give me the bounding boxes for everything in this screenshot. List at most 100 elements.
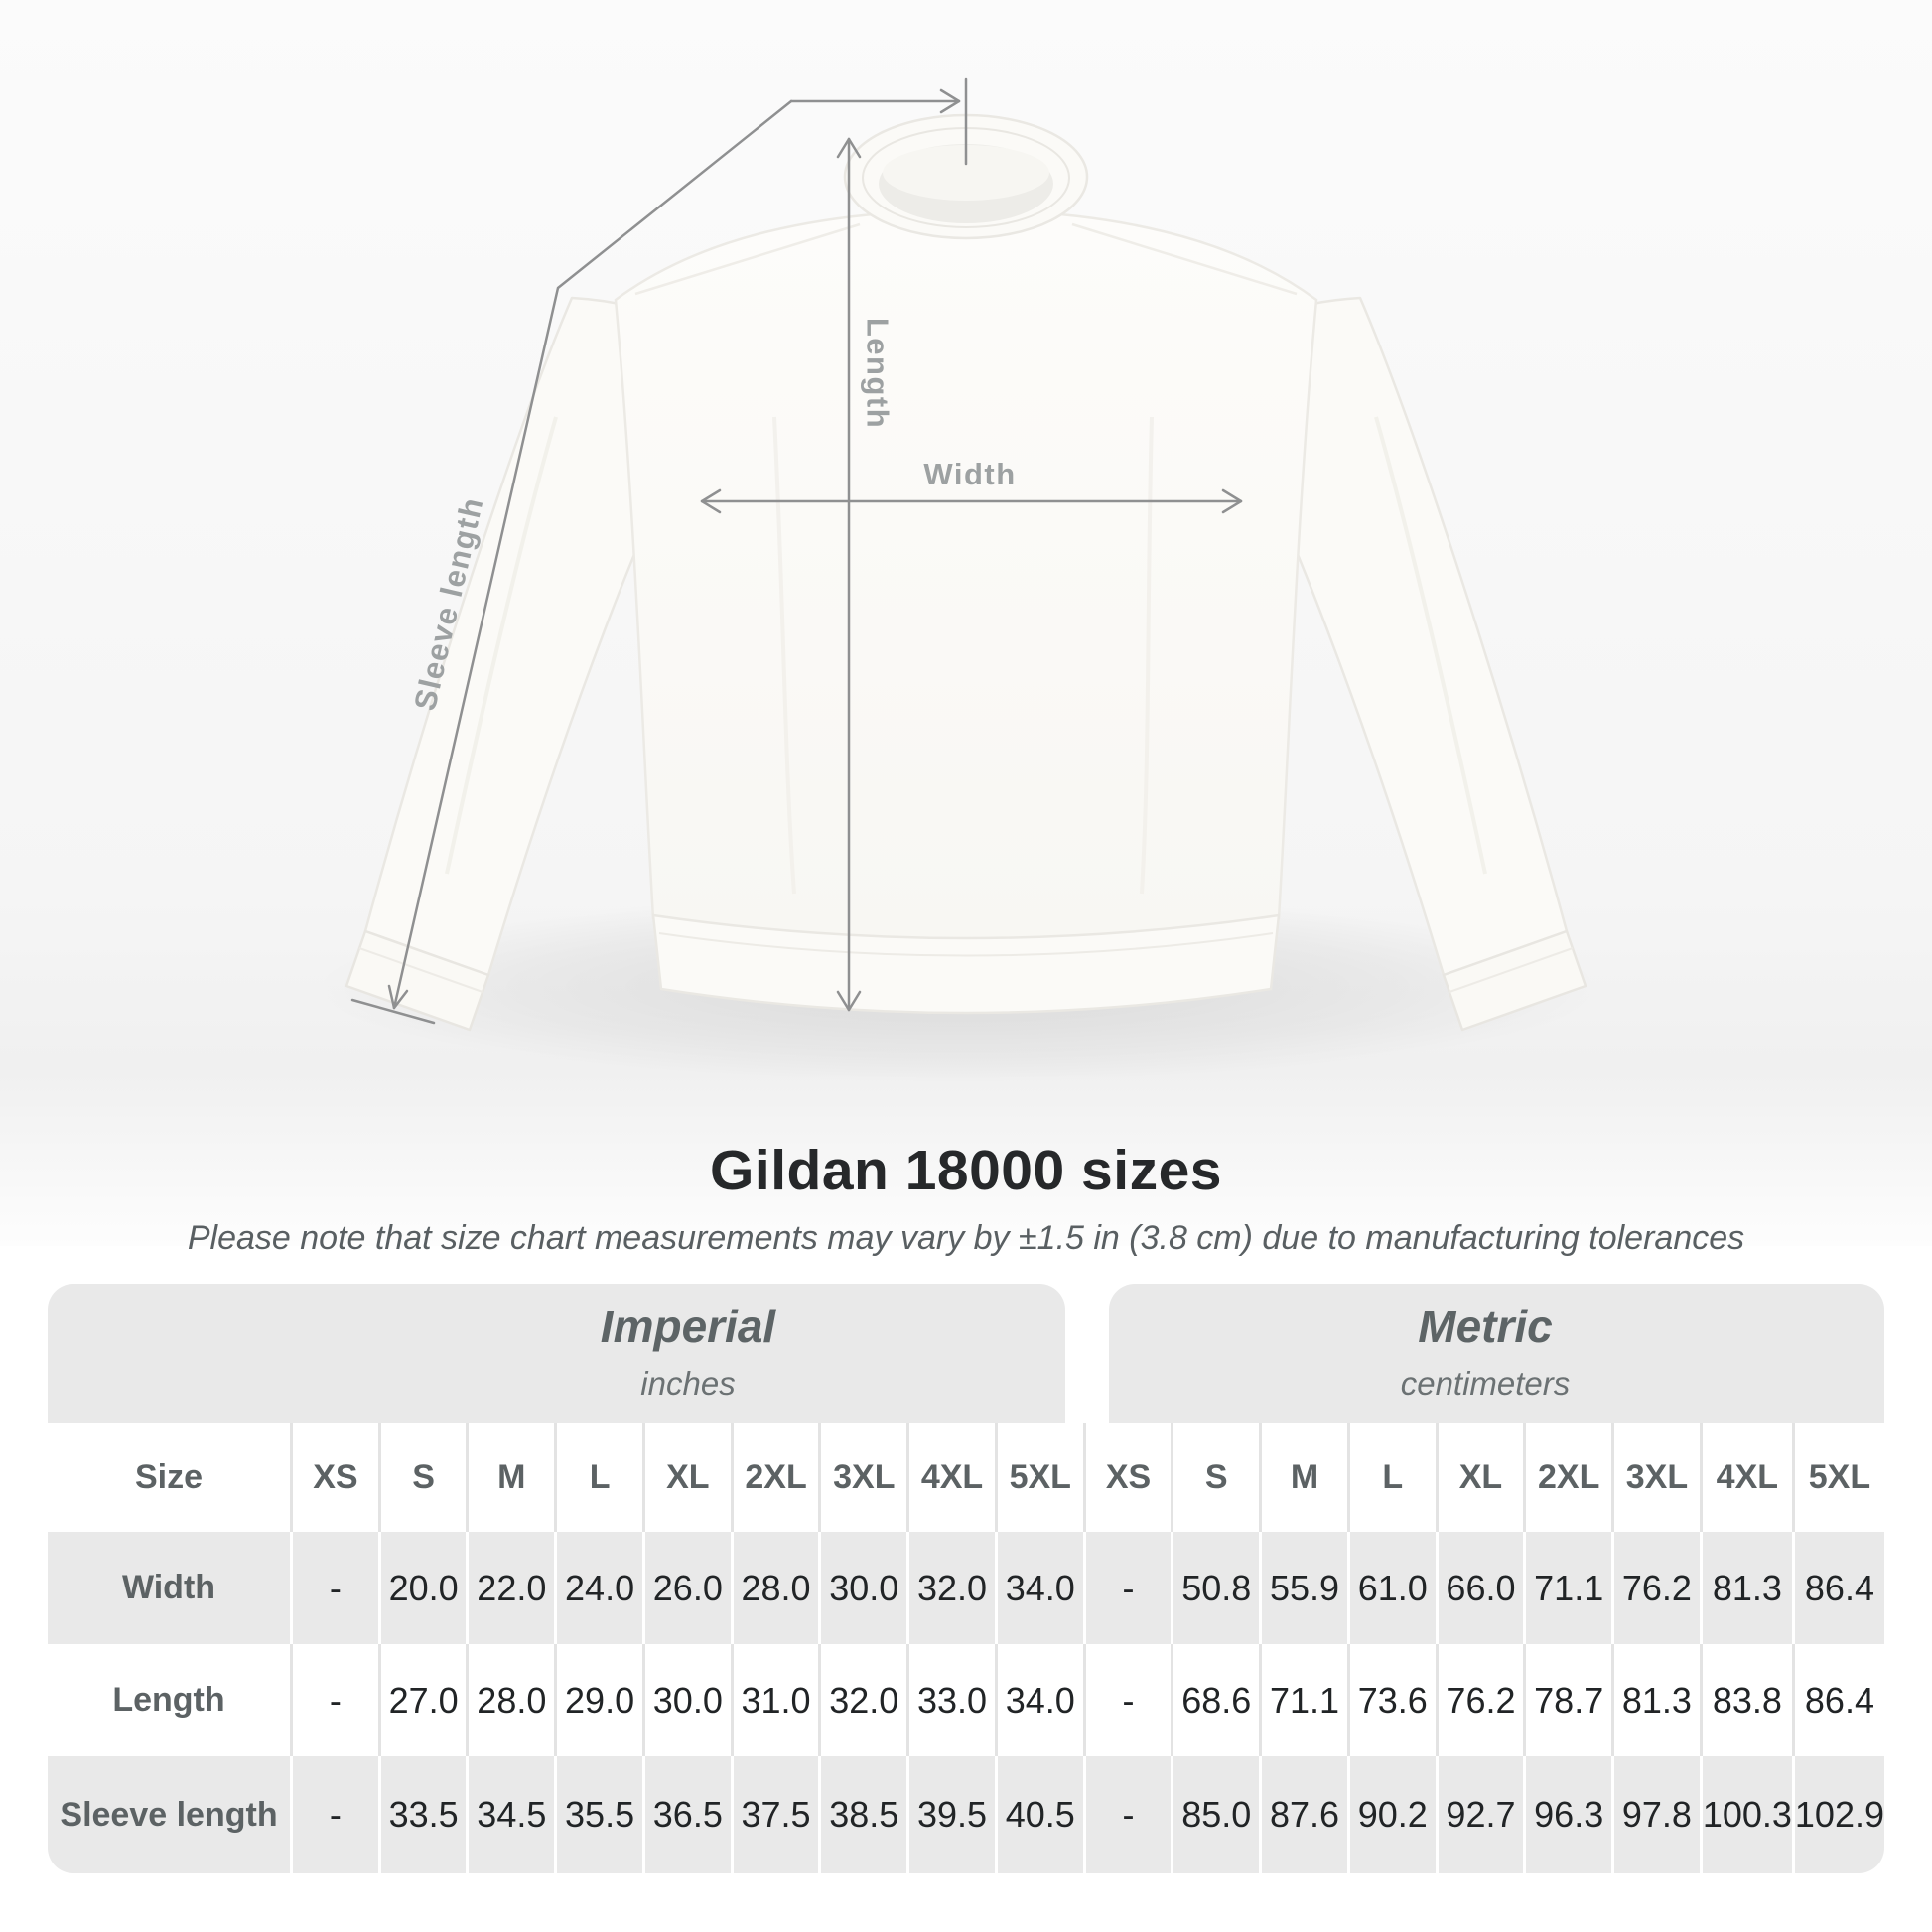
value-cell-imperial: 37.5 [730,1756,819,1873]
value-cell-imperial: 34.5 [466,1756,555,1873]
metric-subtitle: centimeters [1400,1365,1571,1402]
size-column-header: Size [48,1423,290,1532]
value-cell-imperial: 24.0 [554,1532,642,1644]
size-header-cell-metric: 4XL [1699,1423,1792,1532]
row-label: Length [48,1644,290,1756]
row-label: Sleeve length [48,1756,290,1873]
value-cell-imperial: 26.0 [641,1532,731,1644]
size-header-cell-metric: L [1346,1423,1436,1532]
body-fold [772,416,796,895]
size-header-cell-metric: XS [1082,1423,1172,1532]
value-cell-imperial: 30.0 [818,1532,907,1644]
size-header-cell-imperial: 2XL [730,1423,819,1532]
value-cell-imperial: 38.5 [818,1756,907,1873]
value-cell-imperial: 34.0 [994,1532,1083,1644]
value-cell-metric: 81.3 [1611,1644,1700,1756]
value-cell-imperial: 33.5 [377,1756,467,1873]
value-cell-metric: 55.9 [1259,1532,1347,1644]
size-header-cell-imperial: 5XL [994,1423,1083,1532]
value-cell-metric: 92.7 [1435,1756,1524,1873]
value-cell-imperial: 39.5 [906,1756,995,1873]
value-cell-imperial: - [290,1756,378,1873]
value-cell-metric: 97.8 [1611,1756,1700,1873]
length-label: Length [861,318,896,429]
value-cell-imperial: 22.0 [466,1532,555,1644]
value-cell-metric: 68.6 [1171,1644,1260,1756]
value-cell-metric: - [1082,1532,1172,1644]
value-cell-imperial: 31.0 [730,1644,819,1756]
size-grid: Size XS S M L XL 2XL 3XL 4XL 5XL XS S M L XL 2XL 3XL 4XL 5… [48,1423,1884,1873]
width-label: Width [923,457,1016,491]
value-cell-metric: - [1082,1756,1172,1873]
hem-band [651,913,1281,1015]
size-header-cell-metric: S [1171,1423,1260,1532]
measurement-lines [350,77,1243,1025]
size-header-cell-metric: 5XL [1791,1423,1884,1532]
value-cell-metric: 71.1 [1259,1644,1347,1756]
unit-header-imperial: Imperial inches [48,1284,1065,1423]
torso [614,207,1318,941]
unit-header-metric-label: Metric centimeters [1401,1300,1571,1403]
imperial-subtitle: inches [640,1365,736,1402]
page-title: Gildan 18000 sizes [710,1139,1222,1202]
body-fold [1140,416,1154,895]
value-cell-imperial: 35.5 [554,1756,642,1873]
heading-block: Gildan 18000 sizes Please note that size… [0,1138,1932,1258]
value-cell-imperial: 20.0 [377,1532,467,1644]
hem-stitch [658,932,1274,957]
size-header-cell-metric: M [1259,1423,1347,1532]
value-cell-imperial: 30.0 [641,1644,731,1756]
value-cell-imperial: - [290,1532,378,1644]
unit-header-imperial-label: Imperial inches [601,1300,775,1403]
size-header-cell-imperial: S [377,1423,467,1532]
sleeve-length-arrow [350,77,968,1025]
value-cell-metric: 86.4 [1791,1644,1884,1756]
value-cell-metric: 96.3 [1523,1756,1612,1873]
value-cell-metric: 102.9 [1791,1756,1884,1873]
unit-header-metric: Metric centimeters [1109,1284,1884,1423]
size-header-cell-metric: 3XL [1611,1423,1700,1532]
value-cell-imperial: 28.0 [730,1532,819,1644]
row-label: Width [48,1532,290,1644]
imperial-title: Imperial [600,1301,776,1352]
width-arrow [700,488,1243,514]
value-cell-imperial: 28.0 [466,1644,555,1756]
size-header-cell-metric: XL [1435,1423,1524,1532]
value-cell-metric: 86.4 [1791,1532,1884,1644]
value-cell-metric: 90.2 [1346,1756,1436,1873]
size-table: Imperial inches Metric centimeters Size X… [48,1284,1884,1873]
shoulder-seam-left [634,222,861,296]
value-cell-imperial: - [290,1644,378,1756]
value-cell-imperial: 40.5 [994,1756,1083,1873]
size-header-cell-imperial: L [554,1423,642,1532]
value-cell-imperial: 27.0 [377,1644,467,1756]
value-cell-metric: 78.7 [1523,1644,1612,1756]
value-cell-metric: 87.6 [1259,1756,1347,1873]
size-header-cell-imperial: XL [641,1423,731,1532]
shoulder-seam-right [1071,222,1298,296]
size-header-cell-imperial: XS [290,1423,378,1532]
size-header-cell-imperial: 4XL [906,1423,995,1532]
length-arrow [836,137,862,1012]
value-cell-imperial: 29.0 [554,1644,642,1756]
value-cell-metric: 76.2 [1611,1532,1700,1644]
value-cell-imperial: 32.0 [818,1644,907,1756]
value-cell-metric: 61.0 [1346,1532,1436,1644]
metric-title: Metric [1418,1301,1553,1352]
value-cell-imperial: 33.0 [906,1644,995,1756]
page-subtitle: Please note that size chart measurements… [187,1219,1745,1257]
value-cell-metric: 50.8 [1171,1532,1260,1644]
size-header-cell-imperial: 3XL [818,1423,907,1532]
value-cell-metric: 81.3 [1699,1532,1792,1644]
value-cell-imperial: 34.0 [994,1644,1083,1756]
collar-back-inside [883,145,1049,201]
value-cell-metric: 85.0 [1171,1756,1260,1873]
sweatshirt-illustration: Length Width Sleeve length [0,0,1932,1246]
value-cell-metric: - [1082,1644,1172,1756]
value-cell-imperial: 32.0 [906,1532,995,1644]
size-header-cell-imperial: M [466,1423,555,1532]
value-cell-metric: 100.3 [1699,1756,1792,1873]
value-cell-metric: 83.8 [1699,1644,1792,1756]
value-cell-imperial: 36.5 [641,1756,731,1873]
